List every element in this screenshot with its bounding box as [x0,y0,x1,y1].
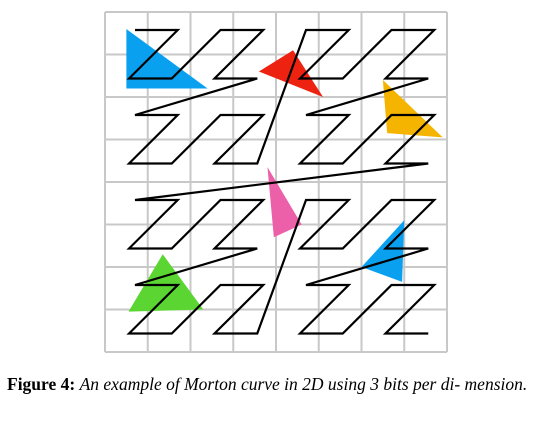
morton-curve-figure [104,11,448,353]
caption-text: An example of Morton curve in 2D using 3… [79,374,528,394]
pink-triangle [267,167,302,238]
green-triangle [128,254,204,312]
blue-triangle-bottom-right [361,220,405,282]
orange-triangle [382,80,443,138]
blue-triangle-top-left [126,29,208,89]
morton-curve [126,28,437,335]
figure-caption: Figure 4: An example of Morton curve in … [7,374,547,395]
caption-label: Figure 4: [7,374,76,394]
triangles [126,29,443,312]
